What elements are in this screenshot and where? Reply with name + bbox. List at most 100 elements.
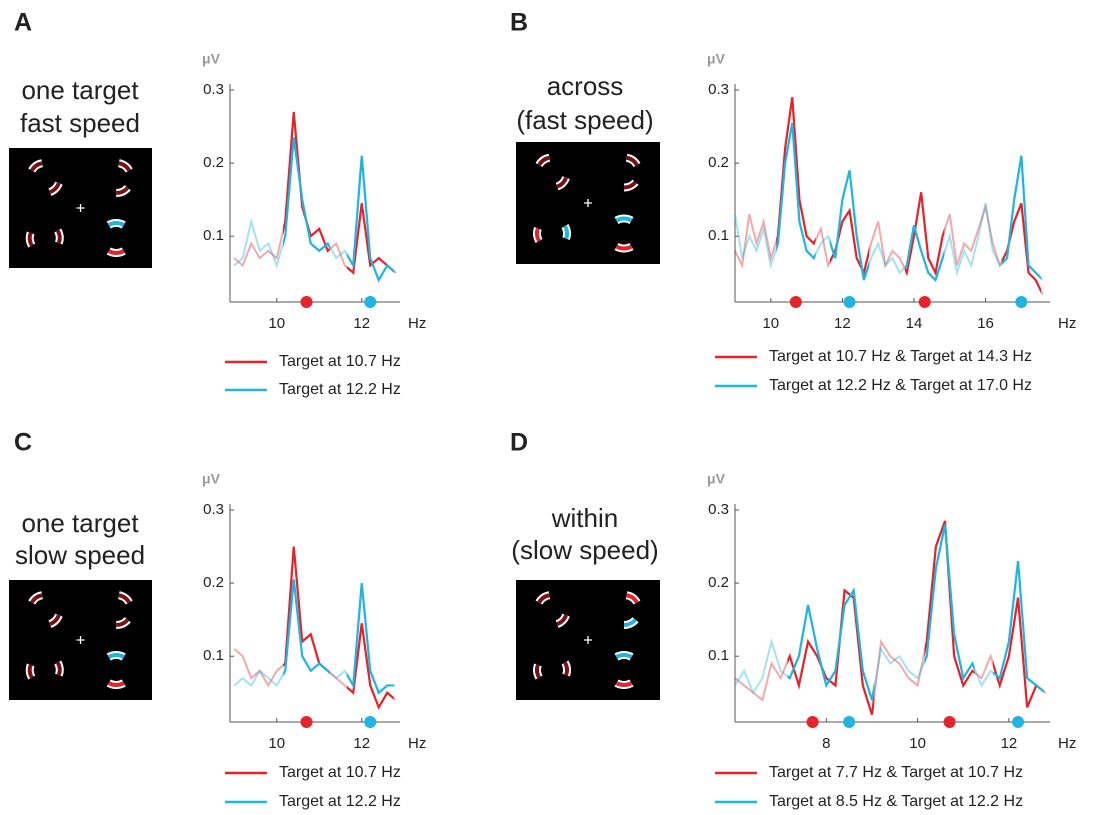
series-line xyxy=(283,579,394,695)
x-axis-unit: Hz xyxy=(1058,735,1076,752)
stimulus-label: one target xyxy=(21,75,139,105)
y-tick-label: 0.3 xyxy=(708,81,729,98)
stimulus-arc xyxy=(55,229,62,244)
stimulus-label: (fast speed) xyxy=(516,105,653,135)
x-tick-label: 12 xyxy=(834,315,851,332)
stimulus-arc xyxy=(535,664,541,679)
target-marker xyxy=(1015,296,1028,308)
legend-label: Target at 8.5 Hz & Target at 12.2 Hz xyxy=(769,793,1023,810)
stimulus-label: slow speed xyxy=(15,540,145,570)
y-tick-label: 0.3 xyxy=(203,501,224,518)
stimulus-arc xyxy=(626,593,639,604)
legend-label: Target at 12.2 Hz & Target at 17.0 Hz xyxy=(769,377,1032,394)
x-tick-label: 12 xyxy=(353,735,370,752)
x-tick-label: 12 xyxy=(353,315,370,332)
panel-letter: D xyxy=(510,429,528,457)
stimulus-label: across xyxy=(547,71,624,101)
x-axis-unit: Hz xyxy=(408,315,426,332)
stimulus-arc xyxy=(49,614,61,626)
y-tick-label: 0.1 xyxy=(708,227,729,244)
target-marker xyxy=(843,296,856,308)
stimulus-arc xyxy=(30,161,43,172)
stimulus-arc xyxy=(615,244,633,251)
target-marker xyxy=(300,296,313,308)
y-tick-label: 0.2 xyxy=(203,154,224,171)
legend-label: Target at 7.7 Hz & Target at 10.7 Hz xyxy=(769,764,1023,781)
target-marker xyxy=(806,716,819,728)
x-tick-label: 14 xyxy=(906,315,923,332)
y-tick-label: 0.3 xyxy=(203,81,224,98)
stimulus-arc xyxy=(27,232,34,247)
stimulus-arc xyxy=(107,249,125,255)
y-tick-label: 0.3 xyxy=(708,501,729,518)
legend-label: Target at 10.7 Hz xyxy=(279,764,401,781)
y-tick-label: 0.1 xyxy=(203,227,224,244)
stimulus-arc xyxy=(49,182,61,194)
stimulus-arc xyxy=(55,661,62,676)
target-marker xyxy=(1012,716,1025,728)
target-marker xyxy=(364,716,377,728)
stimulus-arc xyxy=(30,593,43,604)
stimulus-arc xyxy=(556,176,568,189)
y-axis-label: μV xyxy=(202,51,221,67)
fixation-cross xyxy=(584,636,592,644)
x-axis-unit: Hz xyxy=(1058,315,1076,332)
series-line xyxy=(283,111,394,275)
y-tick-label: 0.2 xyxy=(708,154,729,171)
target-marker xyxy=(789,296,802,308)
target-marker xyxy=(918,296,931,308)
target-marker xyxy=(364,296,377,308)
stimulus-arc xyxy=(537,593,550,604)
fixation-cross xyxy=(76,636,85,644)
stimulus-arc xyxy=(563,225,569,240)
y-axis-label: μV xyxy=(202,471,221,487)
target-marker xyxy=(843,716,856,728)
y-tick-label: 0.1 xyxy=(203,647,224,664)
panel-letter: A xyxy=(14,9,32,37)
stimulus-arc xyxy=(118,161,131,172)
stimulus-arc xyxy=(116,186,130,195)
x-tick-label: 16 xyxy=(977,315,994,332)
legend-label: Target at 12.2 Hz xyxy=(279,381,401,398)
stimulus-arc xyxy=(107,221,125,227)
stimulus-arc xyxy=(623,180,638,190)
x-tick-label: 10 xyxy=(909,735,926,752)
stimulus-label: one target xyxy=(21,508,139,538)
stimulus-label: fast speed xyxy=(20,108,140,138)
y-tick-label: 0.2 xyxy=(708,574,729,591)
series-line xyxy=(283,546,394,710)
stimulus-label: within xyxy=(551,503,618,533)
stimulus-arc xyxy=(27,664,34,679)
stimulus-arc xyxy=(107,653,125,659)
x-tick-label: 10 xyxy=(762,315,779,332)
y-tick-label: 0.2 xyxy=(203,574,224,591)
stimulus-arc xyxy=(615,216,633,223)
stimulus-arc xyxy=(615,681,633,687)
stimulus-arc xyxy=(116,618,130,627)
stimulus-label: (slow speed) xyxy=(511,535,658,565)
series-line-faded xyxy=(233,546,397,710)
y-tick-label: 0.1 xyxy=(708,647,729,664)
stimulus-arc xyxy=(107,681,125,687)
y-axis-label: μV xyxy=(707,471,726,487)
x-tick-label: 12 xyxy=(1001,735,1018,752)
stimulus-arc xyxy=(118,593,131,604)
stimulus-arc xyxy=(537,155,550,167)
series-line xyxy=(787,520,1044,716)
series-line xyxy=(283,137,394,283)
target-marker xyxy=(943,716,956,728)
x-tick-label: 10 xyxy=(268,735,285,752)
target-marker xyxy=(300,716,313,728)
stimulus-arc xyxy=(535,227,541,242)
x-tick-label: 10 xyxy=(268,315,285,332)
y-axis-label: μV xyxy=(707,51,726,67)
stimulus-arc xyxy=(615,653,633,659)
panel-letter: B xyxy=(510,9,528,37)
legend-label: Target at 10.7 Hz xyxy=(279,353,401,370)
x-axis-unit: Hz xyxy=(408,735,426,752)
stimulus-arc xyxy=(623,618,638,627)
stimulus-arc xyxy=(563,661,569,676)
stimulus-arc xyxy=(556,614,568,626)
panel-letter: C xyxy=(14,429,32,457)
